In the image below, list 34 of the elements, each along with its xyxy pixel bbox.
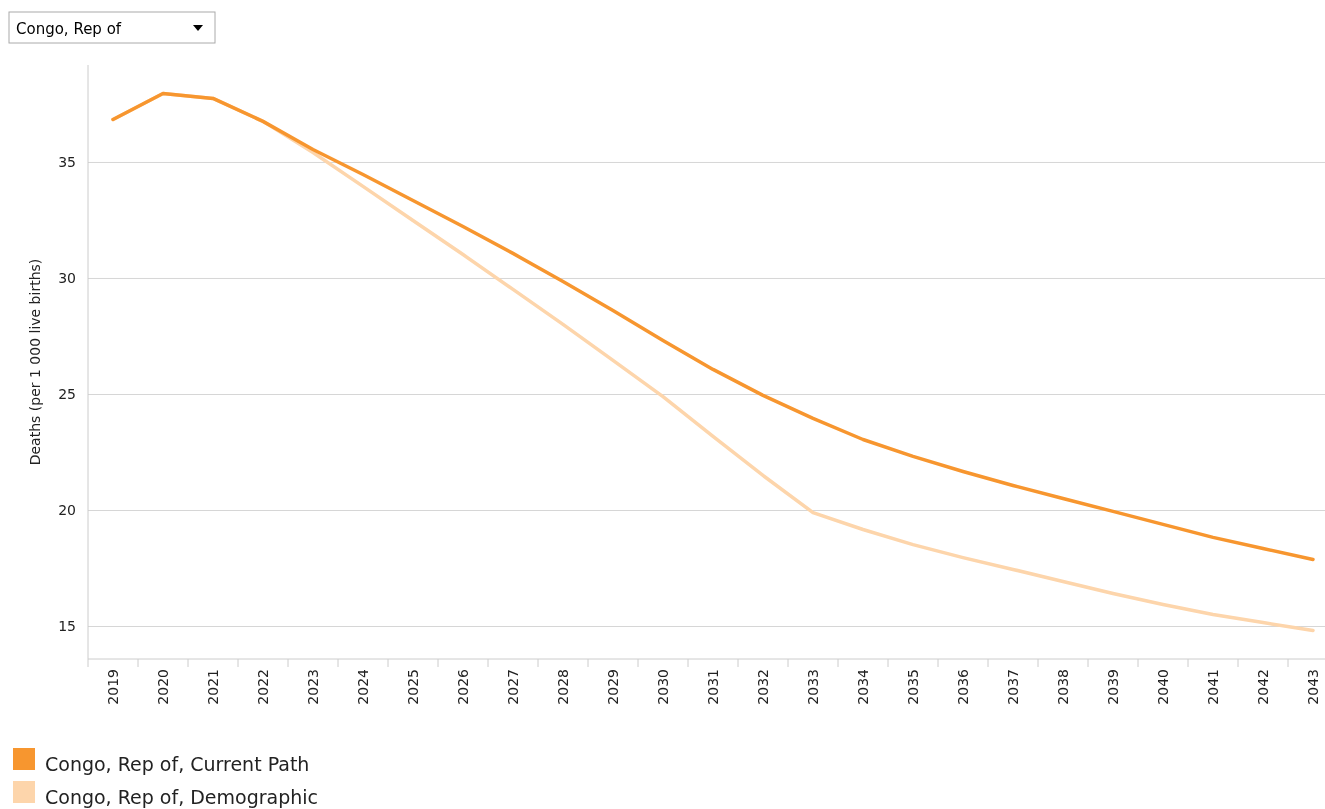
- y-tick-label: 25: [58, 386, 76, 403]
- y-tick-label: 20: [58, 502, 76, 519]
- legend-label: Congo, Rep of, Demographic: [45, 786, 319, 808]
- x-tick-label: 2028: [555, 669, 571, 705]
- country-selector: Congo, Rep of: [8, 11, 216, 44]
- x-tick-label: 2039: [1105, 669, 1121, 705]
- legend-label: Congo, Rep of, Current Path: [45, 753, 310, 775]
- x-tick-label: 2021: [205, 669, 221, 705]
- x-tick-label: 2029: [605, 669, 621, 705]
- y-tick-label: 30: [58, 270, 76, 287]
- x-tick-label: 2034: [855, 668, 871, 705]
- x-tick-label: 2024: [355, 668, 371, 705]
- y-tick-label: 35: [58, 154, 76, 171]
- x-tick-label: 2037: [1005, 669, 1021, 705]
- x-tick-label: 2020: [155, 669, 171, 705]
- x-tick-label: 2033: [805, 669, 821, 705]
- x-tick-label: 2023: [305, 669, 321, 705]
- y-axis-title: Deaths (per 1 000 live births): [27, 258, 43, 466]
- x-tick-label: 2040: [1155, 669, 1171, 705]
- x-tick-label: 2022: [255, 669, 271, 705]
- x-tick-label: 2043: [1305, 669, 1321, 705]
- x-tick-label: 2041: [1205, 669, 1221, 705]
- x-tick-label: 2032: [755, 669, 771, 705]
- x-tick-label: 2026: [455, 668, 471, 705]
- x-tick-label: 2030: [655, 669, 671, 705]
- x-tick-label: 2038: [1055, 669, 1071, 705]
- x-tick-label: 2036: [955, 668, 971, 705]
- x-tick-label: 2031: [705, 669, 721, 705]
- x-tick-label: 2027: [505, 669, 521, 705]
- x-tick-label: 2025: [405, 669, 421, 705]
- x-tick-label: 2035: [905, 669, 921, 705]
- x-tick-label: 2019: [105, 669, 121, 705]
- x-tick-label: 2042: [1255, 669, 1271, 705]
- y-tick-label: 15: [58, 618, 76, 635]
